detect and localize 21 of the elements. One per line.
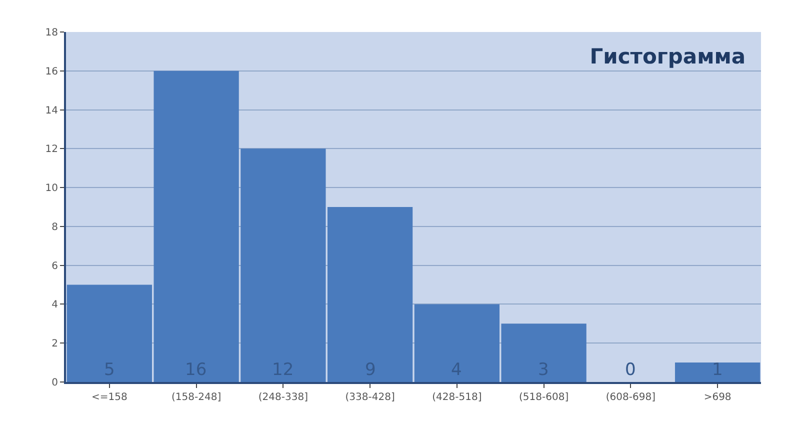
x-tick-label: <=158 xyxy=(92,392,128,403)
y-tick-label: 10 xyxy=(45,183,58,194)
y-tick-label: 2 xyxy=(52,338,58,350)
x-tick-label: >698 xyxy=(704,392,732,403)
data-label: 0 xyxy=(625,360,636,380)
y-tick-label: 18 xyxy=(45,28,58,38)
y-tick-label: 16 xyxy=(45,66,58,78)
x-tick-label: (338-428] xyxy=(345,392,395,403)
x-tick-label: (518-608] xyxy=(519,392,569,403)
x-tick-label: (158-248] xyxy=(172,392,222,403)
y-tick-label: 4 xyxy=(52,300,58,311)
y-tick-label: 14 xyxy=(45,105,58,116)
y-tick-label: 6 xyxy=(52,260,58,272)
text: Гистограмма xyxy=(590,44,746,69)
x-tick-label: (428-518] xyxy=(432,392,482,403)
y-tick-label: 12 xyxy=(45,144,58,156)
bar xyxy=(674,362,760,382)
x-tick-label: (248-338] xyxy=(258,392,308,403)
x-tick-label: (608-698] xyxy=(606,392,656,403)
y-tick-label: 0 xyxy=(52,378,58,388)
y-tick-label: 8 xyxy=(52,222,58,233)
